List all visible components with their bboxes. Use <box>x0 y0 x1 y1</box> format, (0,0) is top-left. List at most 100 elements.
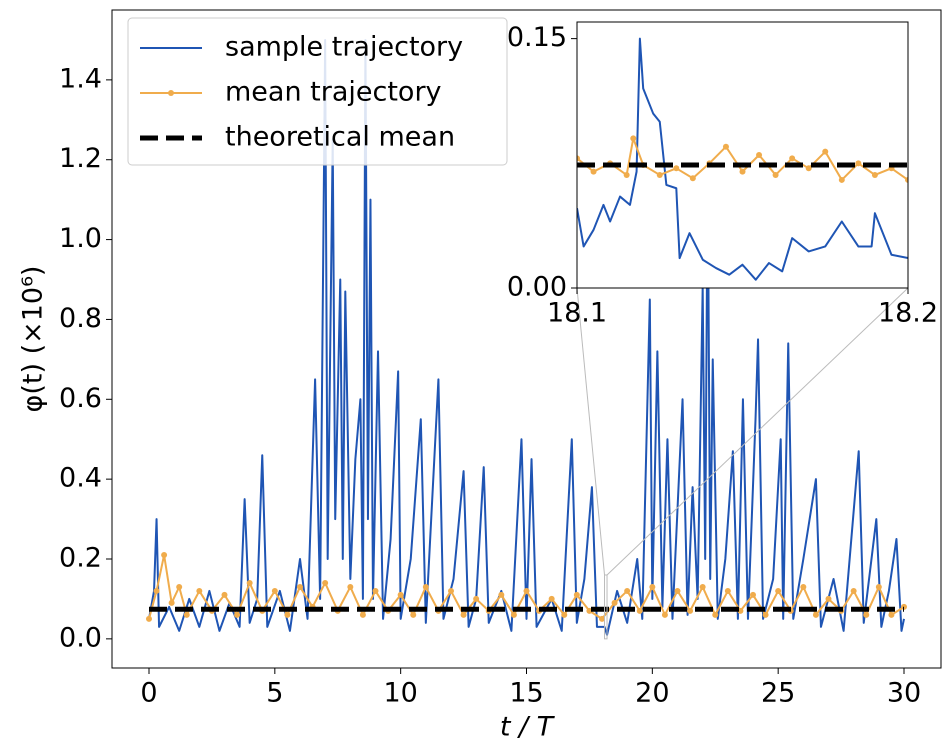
series-marker <box>756 152 763 158</box>
series-marker <box>905 176 908 183</box>
series-marker <box>772 171 779 178</box>
zoom-connector <box>606 287 909 576</box>
series-marker <box>850 587 857 594</box>
y-tick-label: 0.6 <box>59 383 102 414</box>
series-marker <box>153 587 160 594</box>
series-marker <box>577 155 580 162</box>
series-marker <box>322 579 329 586</box>
series-marker <box>825 595 832 602</box>
series-marker <box>649 583 656 590</box>
series-marker <box>397 591 404 598</box>
series-marker <box>863 611 870 618</box>
legend-marker <box>168 90 174 96</box>
series-marker <box>196 587 203 594</box>
series-marker <box>800 583 807 590</box>
y-axis-label: φ(t) (×10⁶) <box>18 266 49 413</box>
series-line <box>577 37 908 281</box>
series-marker <box>183 611 190 618</box>
series-marker <box>176 583 183 590</box>
series-marker <box>812 611 819 618</box>
series-marker <box>656 171 663 178</box>
series-marker <box>372 587 379 594</box>
series-marker <box>636 607 643 614</box>
x-tick-label: 18.2 <box>878 298 938 329</box>
y-tick-label: 0.0 <box>59 622 102 653</box>
series-marker <box>762 611 769 618</box>
series-marker <box>599 615 606 622</box>
y-tick-label: 0.00 <box>507 272 567 303</box>
x-tick-label: 18.1 <box>547 298 607 329</box>
x-tick-label: 5 <box>266 678 283 709</box>
x-tick-label: 25 <box>761 678 795 709</box>
series-marker <box>168 599 175 606</box>
y-tick-label: 0.4 <box>59 463 102 494</box>
series-marker <box>630 135 637 142</box>
series-marker <box>590 168 597 175</box>
series-marker <box>561 611 568 618</box>
series-marker <box>623 171 630 178</box>
y-tick-label: 0.8 <box>59 303 102 334</box>
x-tick-label: 10 <box>383 678 417 709</box>
series-marker <box>822 148 829 155</box>
series-marker <box>888 611 895 618</box>
y-tick-label: 1.0 <box>59 223 102 254</box>
axes-frame <box>576 21 909 289</box>
series-marker <box>460 611 467 618</box>
series-marker <box>422 583 429 590</box>
series-marker <box>699 583 706 590</box>
series-marker <box>586 607 593 614</box>
series-marker <box>221 591 228 598</box>
y-tick-label: 1.2 <box>59 143 102 174</box>
y-tick-label: 0.2 <box>59 542 102 573</box>
y-tick-label: 1.4 <box>59 63 102 94</box>
y-tick-label: 0.15 <box>507 22 567 53</box>
series-marker <box>871 171 878 178</box>
series-marker <box>573 591 580 598</box>
series-marker <box>447 587 454 594</box>
series-marker <box>687 607 694 614</box>
x-tick-label: 15 <box>509 678 543 709</box>
plot-area <box>145 38 908 636</box>
inset-background <box>577 22 908 288</box>
series-marker <box>246 579 253 586</box>
series-marker <box>611 599 618 606</box>
legend-label: sample trajectory <box>225 32 463 63</box>
series-marker <box>624 587 631 594</box>
legend-label: theoretical mean <box>225 122 455 153</box>
x-tick-label: 30 <box>887 678 921 709</box>
series-marker <box>661 611 668 618</box>
series-marker <box>722 143 729 150</box>
series-marker <box>789 155 796 162</box>
series-marker <box>689 175 696 182</box>
series-marker <box>855 160 862 167</box>
series-marker <box>347 583 354 590</box>
series-marker <box>673 165 680 172</box>
zoom-region <box>604 574 608 640</box>
series-marker <box>750 591 757 598</box>
series-marker <box>523 587 530 594</box>
series-marker <box>410 611 417 618</box>
legend-label: mean trajectory <box>225 77 442 108</box>
x-tick-label: 20 <box>635 678 669 709</box>
series-marker <box>838 176 845 183</box>
series-marker <box>284 611 291 618</box>
series-marker <box>510 611 517 618</box>
series-marker <box>724 587 731 594</box>
plot-area <box>577 37 908 281</box>
series-marker <box>875 583 882 590</box>
series-marker <box>901 603 908 610</box>
series-marker <box>805 165 812 172</box>
series-marker <box>296 583 303 590</box>
x-axis-label: t / T <box>500 712 556 743</box>
series-marker <box>359 611 366 618</box>
series-line <box>577 137 908 181</box>
legend-box <box>127 17 508 166</box>
series-marker <box>271 587 278 594</box>
series-marker <box>712 611 719 618</box>
series-line <box>148 38 905 636</box>
series-marker <box>161 552 168 559</box>
series-marker <box>473 595 480 602</box>
series-marker <box>674 587 681 594</box>
series-marker <box>548 595 555 602</box>
